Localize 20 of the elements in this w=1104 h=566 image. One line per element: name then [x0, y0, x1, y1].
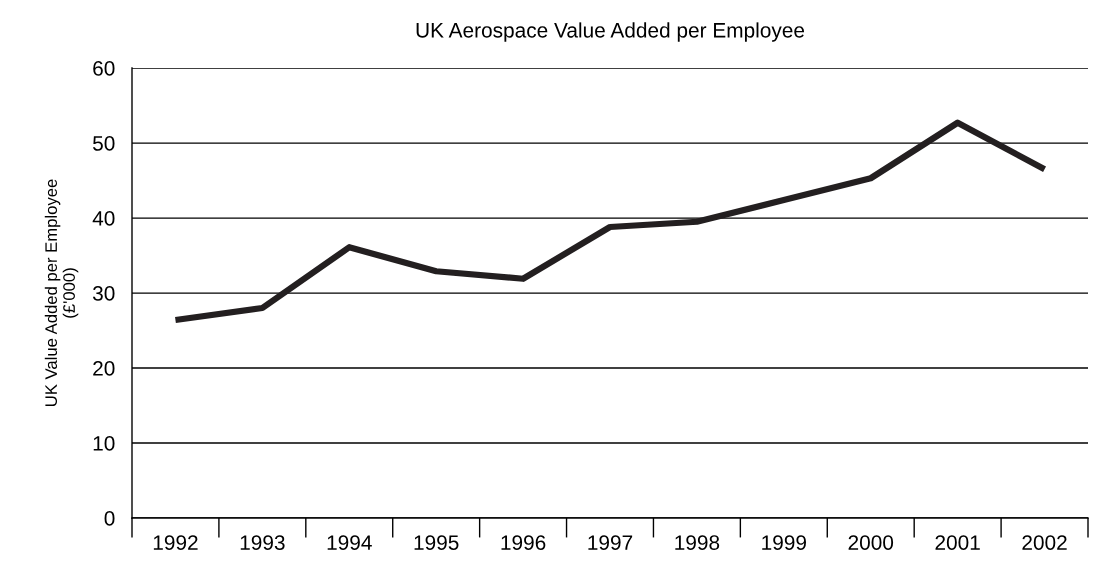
- x-tick-label: 1992: [153, 535, 198, 550]
- x-tick-label: 1995: [414, 535, 459, 550]
- x-tick-label: 1994: [327, 535, 372, 550]
- x-tick-label: 2002: [1022, 535, 1067, 550]
- y-tick-label: 40: [92, 211, 115, 226]
- y-axis-title: UK Value Added per Employee (£'000): [44, 179, 79, 406]
- x-tick-label: 1998: [675, 535, 720, 550]
- y-tick-label: 60: [93, 61, 115, 76]
- y-tick-label: 10: [93, 436, 115, 451]
- x-tick-label: 2001: [935, 535, 980, 550]
- y-tick-label: 30: [92, 286, 115, 301]
- chart-title: UK Aerospace Value Added per Employee: [416, 22, 805, 42]
- y-tick-label: 0: [104, 511, 115, 526]
- x-tick-label: 2000: [848, 535, 894, 550]
- x-tick-label: 1997: [588, 535, 633, 550]
- x-tick-label: 1996: [501, 535, 546, 550]
- y-tick-label: 50: [93, 136, 115, 151]
- y-tick-label: 20: [93, 361, 115, 376]
- x-tick-label: 1999: [762, 535, 807, 550]
- x-tick-label: 1993: [240, 535, 285, 550]
